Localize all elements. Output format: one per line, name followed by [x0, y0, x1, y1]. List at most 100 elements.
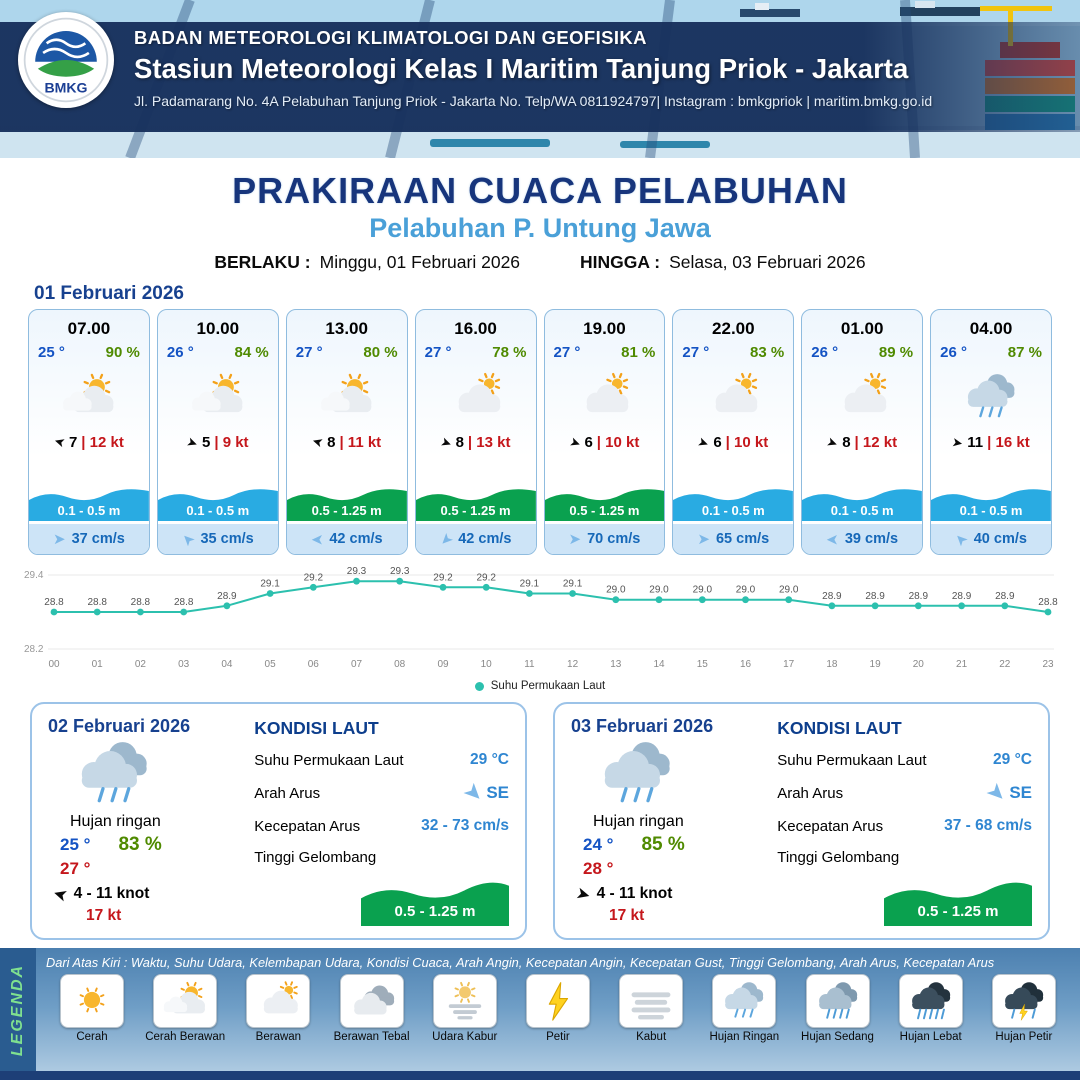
day-temp-min: 24 ° [583, 835, 614, 854]
wave-height-value: 0.5 - 1.25 m [394, 903, 476, 920]
wave-height-badge: 0.1 - 0.5 m [673, 486, 794, 521]
svg-text:29.0: 29.0 [693, 585, 713, 596]
legend-weather-icon [898, 974, 963, 1028]
wave-height-badge: 0.5 - 1.25 m [286, 486, 407, 521]
wave-height-badge: 0.5 - 1.25 m [544, 486, 665, 521]
svg-text:13: 13 [610, 659, 622, 670]
slot-temp-row: 26 ° 87 % [931, 339, 1051, 361]
slot-time: 04.00 [969, 319, 1013, 338]
legend-item: Hujan Ringan [698, 974, 790, 1043]
day-wind-gust: 17 kt [86, 907, 122, 924]
wave-height-label: 0.5 - 1.25 m [311, 503, 382, 518]
legend-item: Hujan Petir [978, 974, 1070, 1043]
wind-gust: | 9 kt [214, 434, 249, 451]
sst-value: 29 °C [993, 751, 1032, 768]
svg-text:11: 11 [524, 659, 535, 670]
svg-text:20: 20 [913, 659, 925, 670]
wind-speed: 6 [584, 434, 593, 451]
day1-date: 01 Februari 2026 [34, 283, 184, 304]
current-row: ➤ 65 cm/s [673, 524, 794, 554]
header-overlay [0, 22, 1080, 132]
slot-temp-row: 26 ° 89 % [802, 339, 922, 361]
wave-height-label: 0.1 - 0.5 m [57, 503, 121, 518]
wind-speed: 6 [713, 434, 722, 451]
valid-until: HINGGA : Selasa, 03 Februari 2026 [580, 252, 866, 273]
svg-text:29.1: 29.1 [563, 579, 583, 590]
wind-direction-icon: ➤ [696, 433, 712, 452]
slot-time: 10.00 [196, 319, 240, 338]
svg-text:05: 05 [265, 659, 277, 670]
current-speed-label: Kecepatan Arus [777, 817, 884, 835]
svg-text:29.2: 29.2 [476, 572, 496, 583]
current-speed: 39 cm/s [844, 531, 899, 547]
agency-name: BADAN METEOROLOGI KLIMATOLOGI DAN GEOFIS… [134, 27, 647, 48]
current-speed: 70 cm/s [587, 531, 641, 547]
current-direction-icon: ➤ [53, 530, 66, 548]
legend-label: Berawan Tebal [333, 1031, 410, 1043]
svg-text:28.9: 28.9 [822, 591, 842, 602]
sst-value: 29 °C [470, 751, 509, 768]
slot-weather-icon [29, 361, 149, 433]
svg-text:28.8: 28.8 [87, 597, 107, 608]
svg-text:10: 10 [481, 659, 493, 670]
wind-gust: | 10 kt [596, 434, 640, 451]
legend-weather-icon [991, 974, 1056, 1028]
valid-until-value: Selasa, 03 Februari 2026 [669, 252, 866, 272]
slot-weather-icon [158, 361, 278, 433]
slot-time: 01.00 [840, 319, 884, 338]
wave-height-value: 0.5 - 1.25 m [917, 903, 999, 920]
slot-temp-row: 27 ° 80 % [287, 339, 407, 361]
legend-weather-icon [339, 974, 404, 1028]
wind-direction-icon: ➤ [52, 433, 67, 452]
page-title: PRAKIRAAN CUACA PELABUHAN [232, 170, 848, 211]
slot-time: 22.00 [712, 319, 755, 338]
legend-weather-icon [432, 974, 497, 1028]
valid-until-label: HINGGA : [580, 252, 661, 272]
wave-shape [884, 882, 1032, 926]
legend-label: Udara Kabur [432, 1031, 498, 1043]
slot-air-temperature: 25 ° [38, 344, 65, 361]
wave-height-label: 0.5 - 1.25 m [569, 503, 640, 518]
wave-height-row: Tinggi Gelombang [254, 849, 509, 866]
svg-text:28.8: 28.8 [131, 597, 151, 608]
day-summary: 02 Februari 2026 Hujan ringan 25 ° 83 % … [48, 716, 246, 926]
current-direction-label: Arah Arus [254, 784, 321, 802]
slot-wind: ➤ 8 | 12 kt [802, 433, 922, 452]
wave-shape [544, 489, 665, 521]
wave-shape [361, 882, 509, 926]
legend-weather-icon [525, 974, 590, 1028]
slot-time: 07.00 [67, 319, 111, 338]
wave-shape [802, 489, 923, 521]
day-temp-max: 27 ° [60, 859, 91, 878]
slot-humidity: 89 % [878, 344, 914, 361]
legend-strip: LEGENDA [0, 948, 36, 1071]
wind-direction-icon: ➤ [825, 433, 841, 452]
legend-item: Cerah [46, 974, 138, 1043]
legend-label: Hujan Sedang [801, 1031, 874, 1043]
current-direction-value-wrap: ➤ SE [459, 779, 509, 806]
current-direction-icon: ➤ [177, 528, 199, 550]
svg-text:29.0: 29.0 [779, 585, 799, 596]
wind-speed: 7 [68, 434, 78, 451]
station-name: Stasiun Meteorologi Kelas I Maritim Tanj… [134, 53, 909, 84]
wind-direction-icon: ➤ [184, 433, 201, 452]
day-wind: ➤ 4 - 11 knot [52, 884, 246, 904]
header-banner: BMKG BADAN METEOROLOGI KLIMATOLOGI DAN G… [0, 0, 1080, 158]
bmkg-logo-text: BMKG [44, 80, 87, 96]
svg-text:28.2: 28.2 [24, 644, 44, 655]
slot-time: 19.00 [583, 319, 626, 338]
wave-height-badge: 0.1 - 0.5 m [157, 486, 278, 521]
slot-time: 13.00 [325, 319, 368, 338]
svg-text:29.1: 29.1 [520, 579, 540, 590]
legend-weather-icon [619, 974, 684, 1028]
header-text: BADAN METEOROLOGI KLIMATOLOGI DAN GEOFIS… [134, 27, 932, 109]
port-name: Pelabuhan P. Untung Jawa [369, 213, 711, 243]
svg-text:29.3: 29.3 [347, 566, 367, 577]
wave-shape [286, 489, 407, 521]
svg-text:29.2: 29.2 [304, 572, 324, 583]
day-temp-row: 25 ° 83 % [60, 834, 246, 856]
forecast-slot-card: 04.00 26 ° 87 % ➤ 11 | 16 kt 0.1 - 0.5 m… [930, 309, 1052, 555]
valid-from: BERLAKU : Minggu, 01 Februari 2026 [214, 252, 520, 273]
svg-text:28.8: 28.8 [174, 597, 194, 608]
slot-temp-row: 27 ° 83 % [673, 339, 793, 361]
